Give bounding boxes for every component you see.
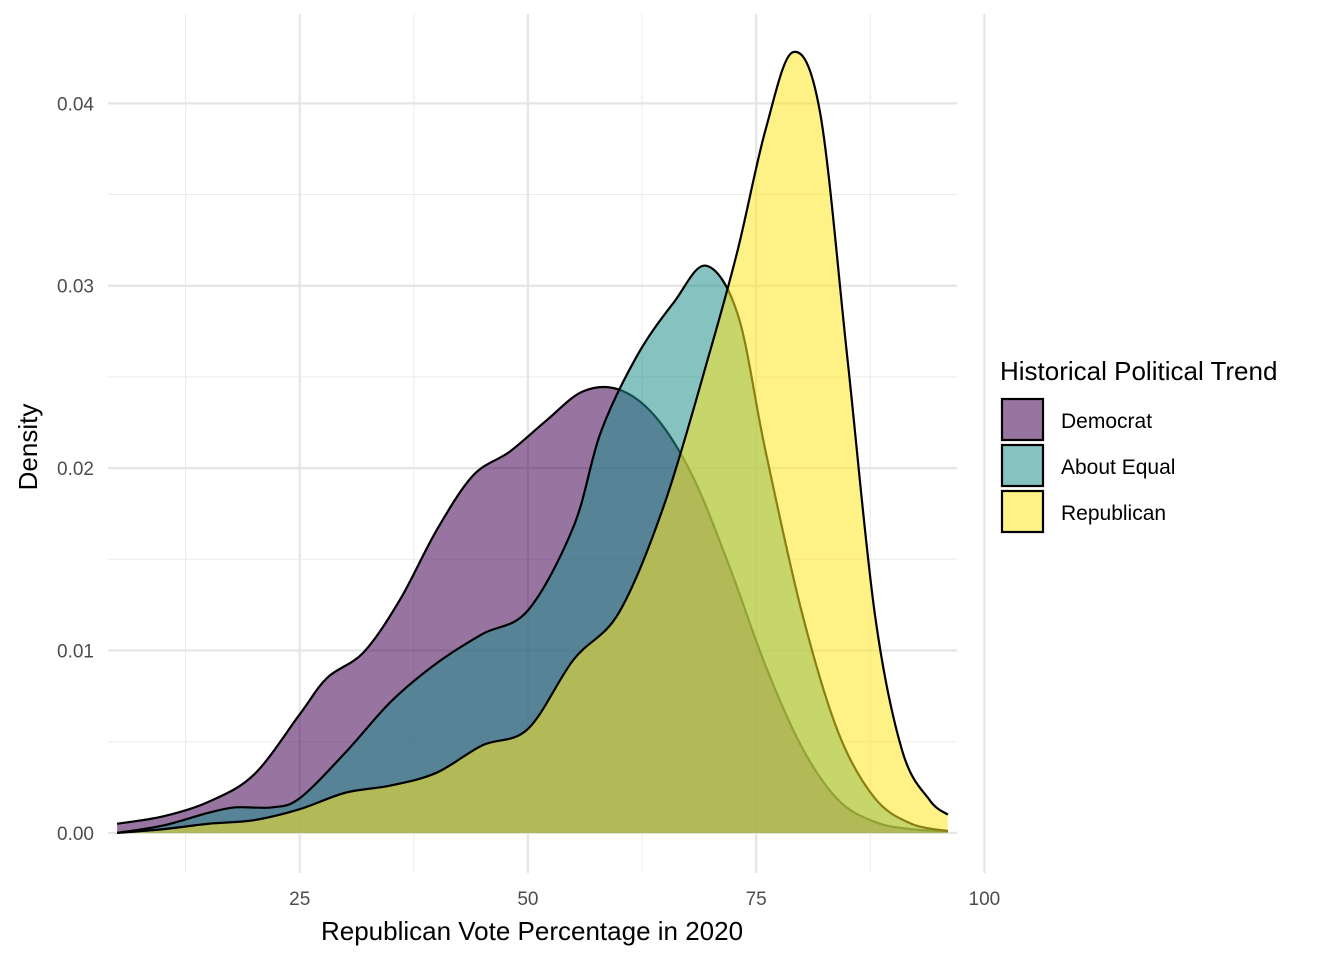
legend-label-republican: Republican bbox=[1061, 502, 1166, 525]
density-area-republican bbox=[117, 51, 948, 833]
legend: Historical Political Trend Democrat About… bbox=[1000, 356, 1277, 534]
x-tick-label: 100 bbox=[969, 889, 1001, 910]
x-axis-title: Republican Vote Percentage in 2020 bbox=[321, 916, 743, 946]
y-tick-label: 0.01 bbox=[57, 641, 94, 662]
x-tick-label: 50 bbox=[517, 889, 538, 910]
y-tick-label: 0.03 bbox=[57, 277, 94, 298]
y-axis-title: Density bbox=[13, 404, 43, 491]
legend-label-democrat: Democrat bbox=[1061, 410, 1152, 433]
y-tick-label: 0.00 bbox=[57, 824, 94, 845]
legend-title: Historical Political Trend bbox=[1000, 356, 1277, 386]
y-tick-label: 0.04 bbox=[57, 94, 94, 115]
density-areas bbox=[116, 50, 949, 834]
legend-key-about-equal bbox=[1000, 443, 1045, 488]
x-axis-ticks: 25 50 75 100 bbox=[289, 889, 1000, 910]
legend-key-republican bbox=[1000, 489, 1045, 534]
density-outline-republican bbox=[117, 50, 949, 834]
legend-key-democrat bbox=[1000, 397, 1045, 442]
y-axis-ticks: 0.00 0.01 0.02 0.03 0.04 bbox=[57, 94, 94, 845]
x-tick-label: 75 bbox=[746, 889, 767, 910]
legend-label-about-equal: About Equal bbox=[1061, 456, 1175, 479]
x-tick-label: 25 bbox=[289, 889, 310, 910]
y-tick-label: 0.02 bbox=[57, 459, 94, 480]
